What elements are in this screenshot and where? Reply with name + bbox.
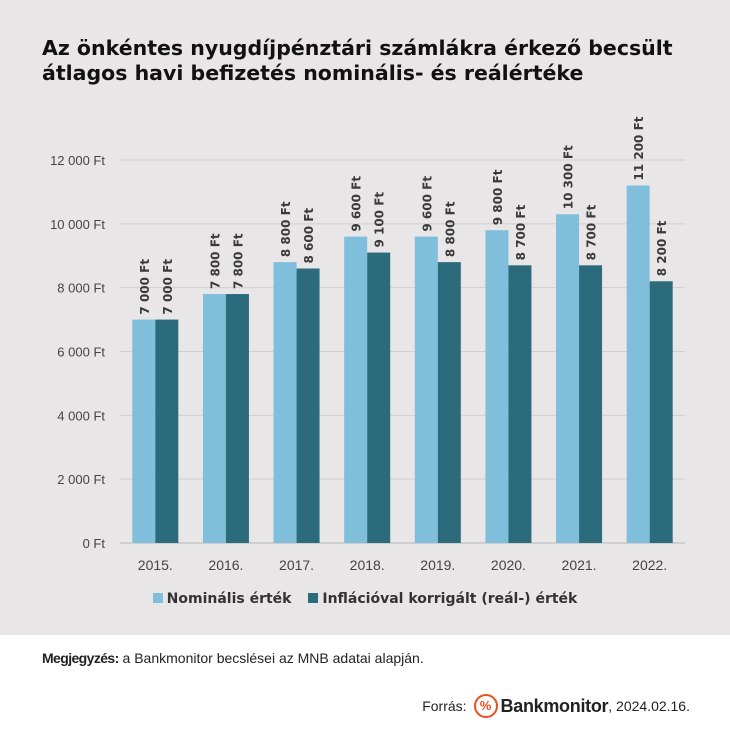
data-label: 11 200 Ft (632, 116, 646, 180)
data-label: 7 000 Ft (138, 259, 152, 315)
x-tick-label: 2021. (562, 557, 597, 573)
footnote: Megjegyzés: a Bankmonitor becslései az M… (42, 650, 424, 666)
bar-nominal (626, 185, 650, 544)
data-label: 7 800 Ft (231, 233, 245, 289)
y-tick-label: 4 000 Ft (57, 408, 105, 423)
chart-legend: Nominális érték Inflációval korrigált (r… (0, 591, 730, 607)
data-label: 8 700 Ft (585, 204, 599, 260)
data-label: 9 600 Ft (420, 176, 434, 232)
legend-item-nominal: Nominális érték (152, 591, 292, 607)
chart-panel: Az önkéntes nyugdíjpénztári számlákra ér… (0, 0, 730, 635)
bar-nominal (202, 294, 226, 543)
data-label: 9 100 Ft (373, 192, 387, 248)
bar-real (579, 265, 603, 543)
data-label: 9 800 Ft (491, 169, 505, 225)
bar-nominal (485, 230, 509, 543)
data-label: 10 300 Ft (562, 145, 576, 209)
legend-swatch-real (308, 593, 319, 603)
legend-swatch-nominal (152, 593, 163, 603)
source-line: Forrás: % Bankmonitor , 2024.02.16. (422, 694, 690, 718)
data-label: 9 600 Ft (350, 176, 364, 232)
x-tick-label: 2022. (632, 557, 667, 573)
y-tick-label: 10 000 Ft (50, 217, 105, 232)
x-tick-label: 2016. (208, 557, 243, 573)
bar-nominal (414, 236, 438, 543)
legend-item-real: Inflációval korrigált (reál-) érték (308, 591, 577, 607)
chart-title-line-1: Az önkéntes nyugdíjpénztári számlákra ér… (42, 36, 673, 60)
x-tick-label: 2015. (138, 557, 173, 573)
chart-title-line-2: átlagos havi befizetés nominális- és reá… (42, 61, 584, 85)
x-tick-label: 2019. (420, 557, 455, 573)
bankmonitor-brand-name: Bankmonitor (500, 695, 609, 716)
legend-label-real: Inflációval korrigált (reál-) érték (322, 591, 578, 607)
footnote-text: a Bankmonitor becslései az MNB adatai al… (118, 650, 424, 666)
bar-real (367, 252, 391, 543)
x-tick-label: 2018. (350, 557, 385, 573)
y-tick-label: 8 000 Ft (57, 281, 105, 296)
data-label: 8 700 Ft (514, 204, 528, 260)
bar-nominal (132, 319, 156, 543)
x-tick-label: 2020. (491, 557, 526, 573)
bar-real (437, 262, 461, 543)
y-tick-label: 0 Ft (83, 536, 106, 551)
bar-real (225, 294, 249, 543)
data-label: 7 800 Ft (208, 233, 222, 289)
data-label: 8 600 Ft (302, 208, 316, 264)
chart-title: Az önkéntes nyugdíjpénztári számlákra ér… (42, 36, 702, 86)
data-label: 8 200 Ft (655, 220, 669, 276)
legend-label-nominal: Nominális érték (166, 591, 292, 607)
y-tick-label: 6 000 Ft (57, 345, 105, 360)
y-tick-label: 12 000 Ft (50, 153, 105, 168)
bankmonitor-logo-icon: % (473, 694, 498, 718)
y-tick-label: 2 000 Ft (57, 472, 105, 487)
bar-real (649, 281, 673, 543)
bar-real (155, 319, 179, 543)
bar-real (296, 268, 320, 543)
data-label: 7 000 Ft (161, 259, 175, 315)
x-tick-label: 2017. (279, 557, 314, 573)
bar-real (508, 265, 532, 543)
bar-chart: 0 Ft 2 000 Ft 4 000 Ft 6 000 Ft 8 000 Ft 10 0… (50, 116, 685, 573)
footnote-label: Megjegyzés: (42, 650, 119, 666)
data-label: 8 800 Ft (279, 201, 293, 257)
source-prefix: Forrás: (422, 698, 467, 714)
source-date: , 2024.02.16. (608, 698, 690, 714)
data-label: 8 800 Ft (443, 201, 457, 257)
bar-nominal (273, 262, 297, 543)
bar-nominal (556, 214, 580, 543)
bar-nominal (344, 236, 368, 543)
